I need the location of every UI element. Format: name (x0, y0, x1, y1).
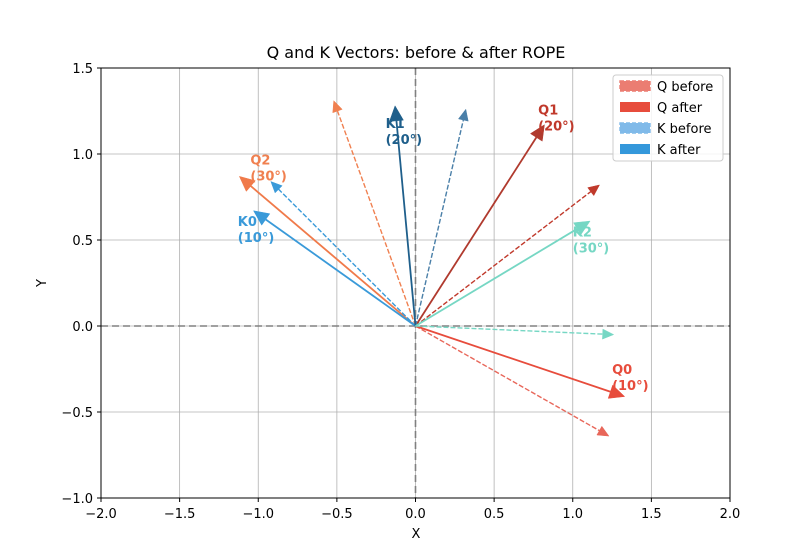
legend: Q before Q after K before K after (612, 74, 724, 162)
x-tick-label: −1.0 (242, 507, 274, 522)
vector-Q1-after (414, 124, 545, 327)
vector-name-label: Q1 (538, 103, 558, 118)
vector-shaft (265, 218, 417, 327)
vector-angle-label: (20°) (386, 133, 422, 148)
vector-shaft (336, 110, 417, 327)
vector-K0-after (253, 210, 417, 327)
legend-label: K after (657, 143, 701, 158)
legend-entry: Q after (620, 101, 703, 116)
vector-shaft (415, 325, 603, 335)
y-axis-label: Y (35, 279, 50, 288)
x-tick-label: −1.5 (164, 507, 196, 522)
x-tick-label: −0.5 (321, 507, 353, 522)
x-tick-label: 0.0 (405, 507, 426, 522)
vector-arrowhead (458, 108, 469, 122)
vector-arrowhead (332, 100, 343, 114)
vector-Q1-before (415, 184, 600, 327)
vector-shaft (415, 191, 592, 327)
vector-arrowhead (596, 425, 610, 437)
x-tick-label: 0.5 (484, 507, 505, 522)
chart-title: Q and K Vectors: before & after ROPE (267, 43, 566, 62)
vector-shaft (415, 228, 578, 327)
vector-arrowhead (587, 184, 600, 197)
legend-entry: K before (619, 122, 712, 137)
legend-swatch (619, 122, 651, 134)
vector-angle-label: (20°) (538, 119, 574, 134)
vector-angle-label: (30°) (250, 169, 286, 184)
vector-name-label: Q2 (250, 153, 270, 168)
vector-K0-before (270, 181, 416, 327)
legend-frame (612, 74, 724, 162)
legend-label: Q before (657, 80, 713, 95)
vector-labels: Q0(10°)Q1(20°)Q2(30°)K0(10°)K1(20°)K2(30… (238, 103, 649, 394)
y-tick-label: 1.0 (72, 148, 93, 163)
vector-Q2-before (332, 100, 417, 327)
vector-name-label: K2 (573, 226, 592, 241)
y-tick-label: 0.5 (72, 234, 93, 249)
vector-arrowhead (270, 181, 283, 194)
vector-name-label: Q0 (612, 363, 632, 378)
legend-swatch (620, 144, 650, 154)
legend-swatch (620, 102, 650, 112)
legend-entry: Q before (619, 80, 713, 95)
vector-shaft (415, 325, 600, 432)
vector-Q2-after (238, 175, 417, 327)
x-tick-label: 1.0 (562, 507, 583, 522)
legend-label: Q after (657, 101, 703, 116)
vector-shaft (414, 119, 465, 327)
vector-shaft (250, 185, 417, 327)
vector-arrowhead (253, 210, 271, 226)
y-tick-label: −1.0 (61, 492, 93, 507)
y-tick-label: 0.0 (72, 320, 93, 335)
vector-arrowhead (389, 105, 404, 122)
x-tick-label: 1.5 (641, 507, 662, 522)
legend-swatch (619, 80, 651, 92)
x-tick-label: 2.0 (720, 507, 741, 522)
vector-shaft (414, 136, 538, 327)
y-tick-label: 1.5 (72, 62, 93, 77)
vector-angle-label: (10°) (238, 231, 274, 246)
vector-arrowhead (607, 384, 626, 399)
vector-shaft (415, 325, 611, 393)
x-axis-label: X (412, 527, 421, 542)
vector-name-label: K0 (238, 215, 257, 230)
vector-K1-after (389, 105, 417, 327)
vector-shaft (278, 188, 416, 327)
legend-label: K before (657, 122, 712, 137)
legend-entry: K after (620, 143, 701, 158)
vector-K2-before (415, 325, 615, 340)
vectors (238, 100, 626, 437)
vector-angle-label: (30°) (573, 242, 609, 257)
vector-arrowhead (529, 124, 545, 142)
vector-K2-after (415, 220, 591, 327)
vector-arrowhead (238, 175, 256, 192)
vector-arrowhead (602, 328, 615, 340)
vector-K1-before (414, 108, 469, 327)
ticks: −2.0 −1.5 −1.0 −0.5 0.0 0.5 1.0 1.5 2.0 −1.0 −0.5 0… (61, 62, 740, 522)
vector-name-label: K1 (386, 117, 405, 132)
vector-angle-label: (10°) (612, 379, 648, 394)
vector-Q0-before (415, 325, 610, 437)
vector-shaft (395, 120, 417, 327)
y-tick-label: −0.5 (61, 406, 93, 421)
x-tick-label: −2.0 (85, 507, 117, 522)
vector-arrowhead (573, 220, 591, 236)
vector-Q0-after (415, 325, 626, 399)
